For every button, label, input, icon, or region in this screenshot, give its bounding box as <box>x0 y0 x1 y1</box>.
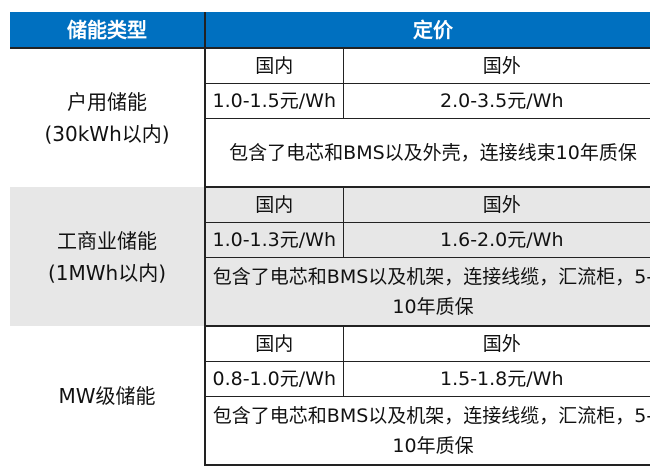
type-cell: 工商业储能 (1MWh以内) <box>10 187 206 326</box>
foreign-label: 国外 <box>343 326 650 362</box>
domestic-label: 国内 <box>205 187 344 223</box>
type-scope: (1MWh以内) <box>47 260 167 285</box>
type-name: 工商业储能 <box>57 228 157 253</box>
foreign-price: 1.5-1.8元/Wh <box>343 361 650 397</box>
domestic-label: 国内 <box>205 48 344 84</box>
type-cell: 户用储能 (30kWh以内) <box>10 48 206 187</box>
note: 包含了电芯和BMS以及外壳，连接线束10年质保 <box>205 118 650 188</box>
domestic-label: 国内 <box>205 326 344 362</box>
header-type: 储能类型 <box>10 12 206 49</box>
domestic-price: 1.0-1.3元/Wh <box>205 222 344 258</box>
foreign-price: 2.0-3.5元/Wh <box>343 83 650 119</box>
type-name: 户用储能 <box>67 90 147 114</box>
foreign-label: 国外 <box>343 48 650 84</box>
header-row: 储能类型 定价 <box>10 12 650 49</box>
type-cell: MW级储能 <box>10 326 206 465</box>
foreign-label: 国外 <box>343 187 650 223</box>
header-price: 定价 <box>205 12 650 49</box>
row-residential: 户用储能 (30kWh以内) 国内 国外 1.0-1.5元/Wh 2.0-3.5元… <box>10 48 650 188</box>
row-mw: MW级储能 国内 国外 0.8-1.0元/Wh 1.5-1.8元/Wh 包含了电… <box>10 326 650 466</box>
domestic-price: 1.0-1.5元/Wh <box>205 83 344 119</box>
note: 包含了电芯和BMS以及机架，连接线缆，汇流柜，5-10年质保 <box>205 257 650 327</box>
domestic-price: 0.8-1.0元/Wh <box>205 361 344 397</box>
type-scope: (30kWh以内) <box>44 122 170 146</box>
note: 包含了电芯和BMS以及机架，连接线缆，汇流柜，5-10年质保 <box>205 396 650 466</box>
foreign-price: 1.6-2.0元/Wh <box>343 222 650 258</box>
storage-pricing-table: 储能类型 定价 户用储能 (30kWh以内) 国内 国外 1.0-1.5元/Wh … <box>10 12 650 466</box>
row-commercial: 工商业储能 (1MWh以内) 国内 国外 1.0-1.3元/Wh 1.6-2.0元… <box>10 187 650 327</box>
type-name: MW级储能 <box>58 383 156 408</box>
